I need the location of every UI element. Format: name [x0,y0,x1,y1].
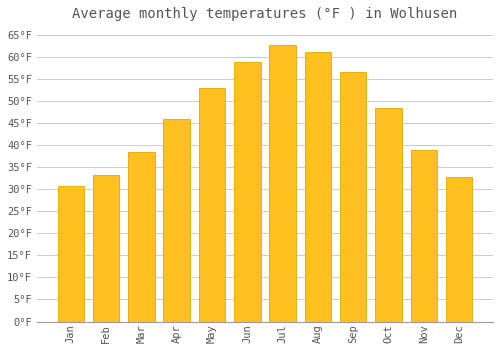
Bar [234,62,260,322]
Bar [93,175,120,322]
Title: Average monthly temperatures (°F ) in Wolhusen: Average monthly temperatures (°F ) in Wo… [72,7,458,21]
Bar [340,72,366,322]
Bar [270,45,296,322]
Bar [446,177,472,322]
Bar [164,119,190,322]
Bar [128,152,154,322]
Bar [410,150,437,322]
Bar [304,52,331,322]
Bar [198,88,225,322]
Bar [375,108,402,322]
Bar [58,186,84,322]
